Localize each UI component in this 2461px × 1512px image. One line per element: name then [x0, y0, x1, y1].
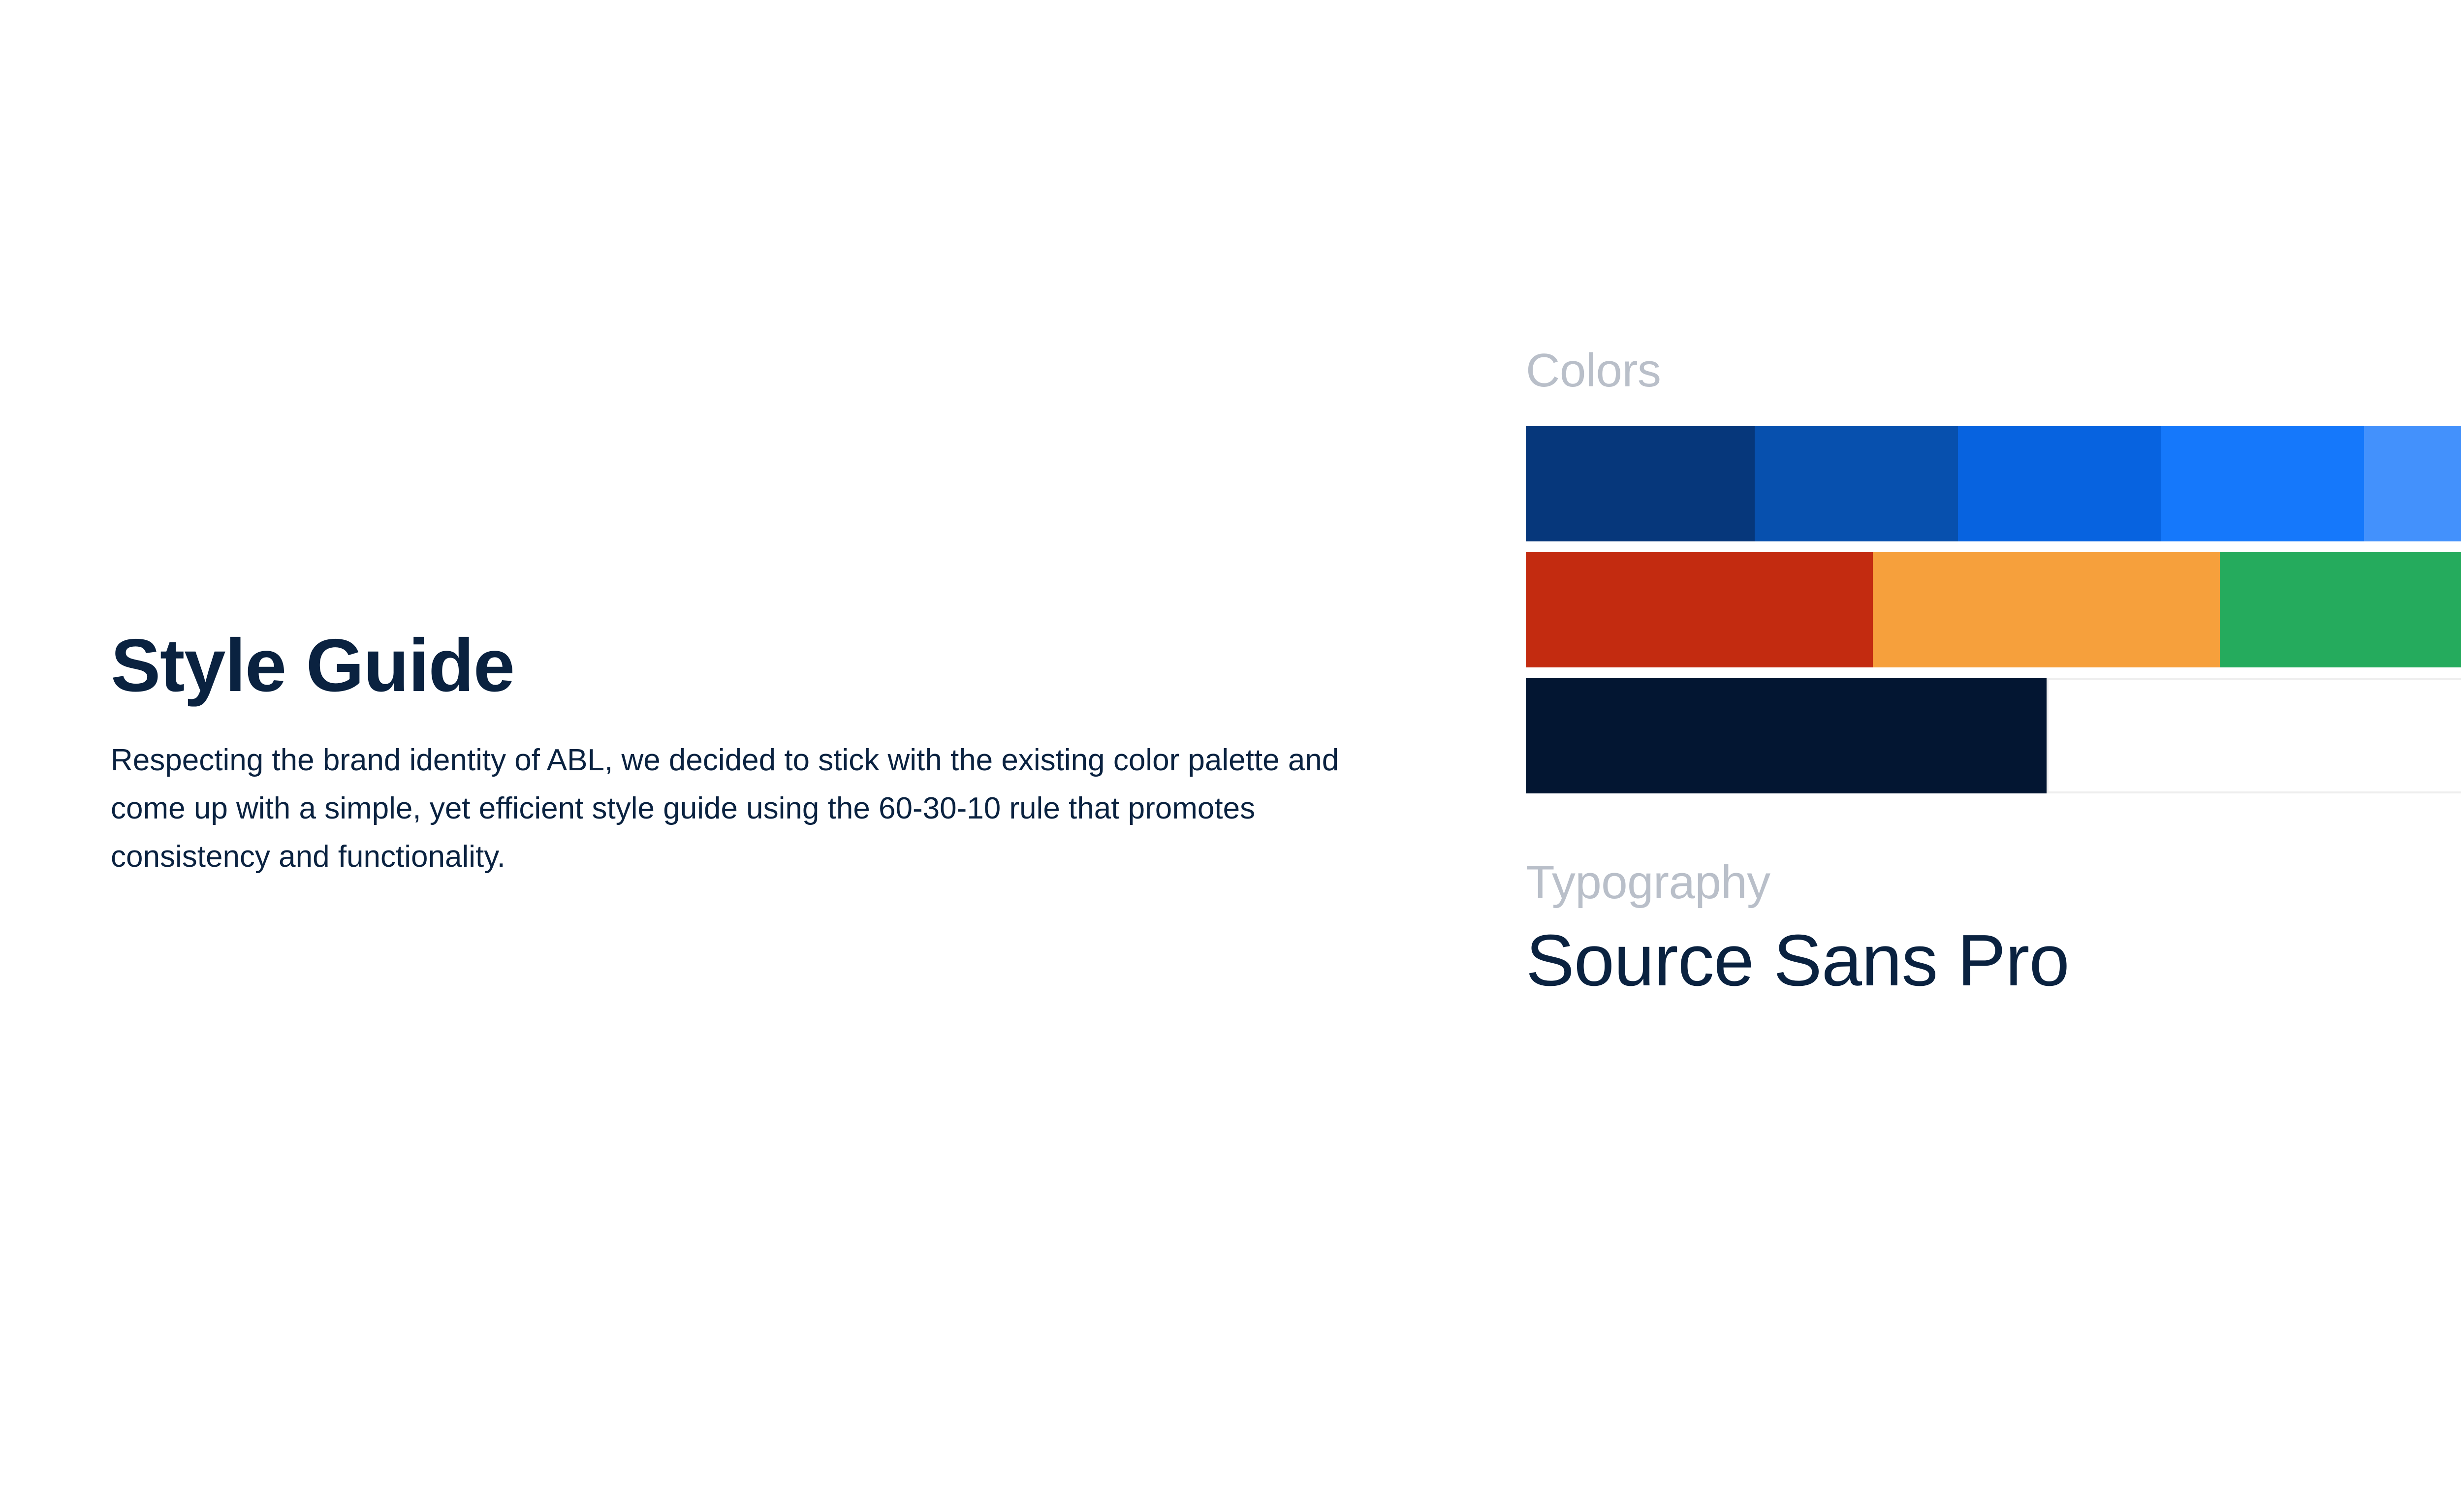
page-title: Style Guide — [111, 624, 515, 707]
color-swatch-blue-500 — [2364, 426, 2461, 541]
font-specimen-name: Source Sans Pro — [1526, 920, 2070, 1002]
typography-section-label: Typography — [1526, 855, 1770, 909]
color-swatch-accent-red — [1526, 552, 1873, 667]
color-swatch-accent-orange — [1873, 552, 2220, 667]
colors-section: Colors — [1526, 345, 2461, 793]
style-tokens-column: Colors Typography Source Sans Pro — [1526, 345, 2461, 1005]
color-swatch-group — [1526, 426, 2461, 793]
color-swatch-blue-700 — [1957, 426, 2161, 541]
color-swatch-blue-900 — [1526, 426, 1755, 541]
color-swatch-neutral-navy — [1526, 678, 2047, 793]
color-swatch-neutral-white — [2046, 678, 2461, 793]
color-swatch-blue-600 — [2161, 426, 2364, 541]
intro-paragraph: Respecting the brand identity of ABL, we… — [111, 743, 1339, 874]
typography-section: Typography Source Sans Pro — [1526, 856, 2461, 1005]
swatch-row-neutral-scale — [1526, 678, 2461, 793]
color-swatch-blue-800 — [1755, 426, 1958, 541]
colors-section-label: Colors — [1526, 344, 1661, 397]
swatch-row-accent-scale — [1526, 552, 2461, 667]
color-swatch-accent-green — [2220, 552, 2461, 667]
intro-column: Style Guide Respecting the brand identit… — [111, 625, 1356, 881]
swatch-row-primary-blue-scale — [1526, 426, 2461, 541]
